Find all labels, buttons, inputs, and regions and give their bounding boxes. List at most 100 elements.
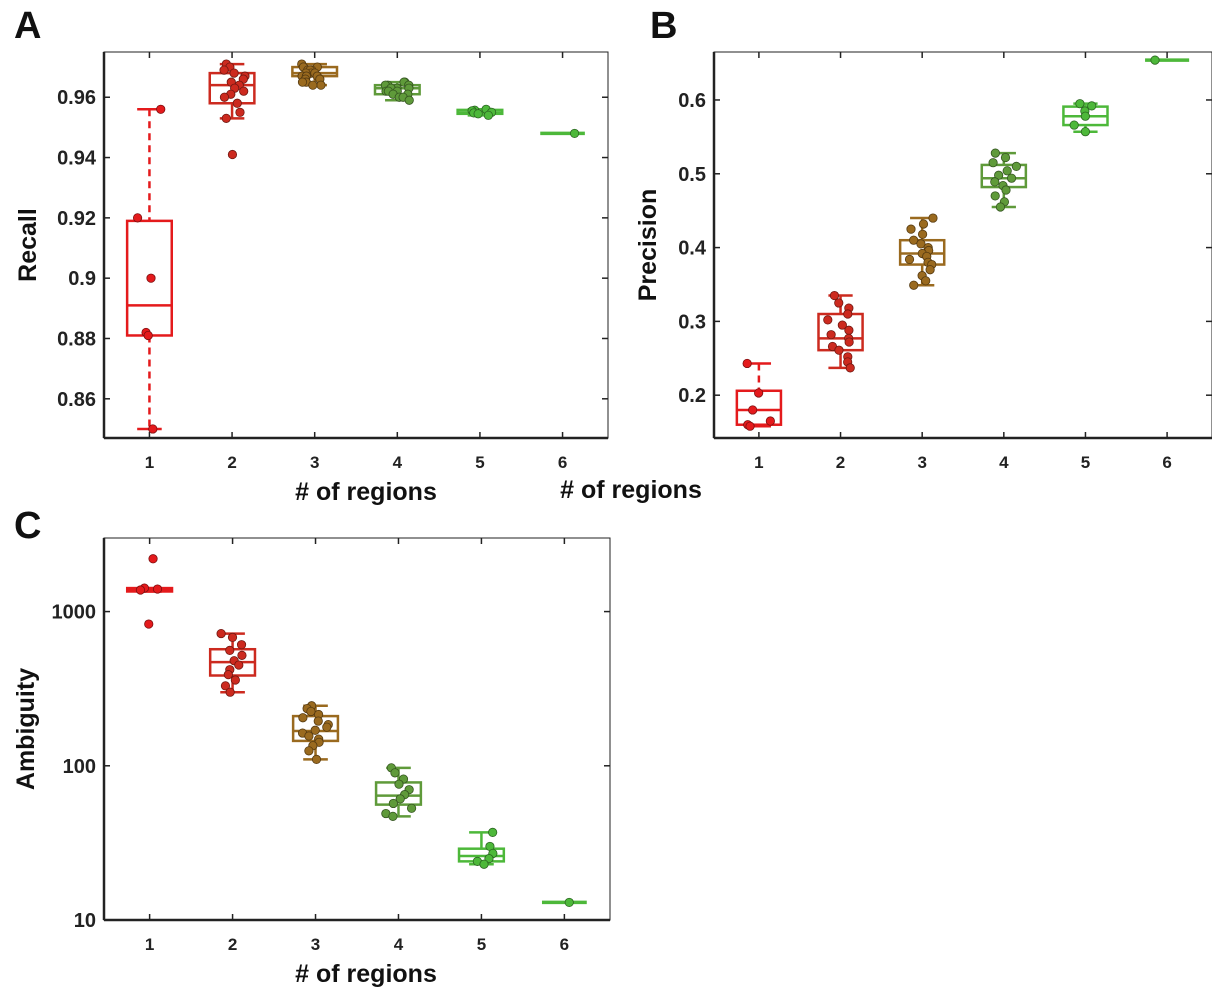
data-point (569, 128, 580, 139)
data-point (843, 309, 853, 319)
panel-a-y-tick-label: 0.92 (57, 208, 96, 230)
data-point (148, 554, 158, 564)
panel-c-box-5 (457, 827, 506, 869)
data-point (146, 273, 156, 283)
panel-b-box-1 (735, 358, 783, 431)
data-point (225, 645, 235, 656)
data-point (322, 722, 332, 732)
panel-a-box-3 (291, 59, 339, 90)
data-point (227, 149, 238, 160)
panel-c-y-tick-label: 100 (63, 756, 96, 778)
data-point (844, 325, 854, 335)
data-point (1001, 185, 1011, 195)
panel-c-x-tick-label: 5 (477, 935, 486, 954)
data-point (1080, 127, 1090, 137)
data-point (236, 640, 247, 650)
panel-a-box-6 (540, 128, 585, 139)
panel-b-letter: B (650, 5, 677, 47)
data-point (390, 768, 400, 778)
data-point (823, 315, 833, 325)
panel-a-x-tick-label: 2 (227, 453, 236, 472)
data-point (235, 107, 245, 117)
data-point (844, 337, 854, 347)
panel-b-x-tick-label: 3 (917, 453, 926, 472)
data-point (143, 330, 153, 341)
data-point (298, 713, 308, 723)
data-point (921, 276, 931, 286)
panel-a-box-4 (373, 77, 421, 105)
data-point (395, 794, 405, 804)
panel-a-box-5 (456, 104, 504, 120)
data-point (132, 213, 143, 223)
data-point (564, 897, 574, 908)
data-point (388, 811, 398, 821)
data-point (488, 827, 498, 837)
panel-b-x-axis-label: # of regions (560, 476, 702, 504)
panel-c-letter: C (14, 505, 41, 547)
data-point (909, 235, 919, 245)
data-point (237, 650, 247, 660)
panel-b-plot-frame (713, 51, 1212, 439)
data-point (1087, 101, 1097, 111)
panel-c-x-axis-label: # of regions (295, 960, 437, 988)
data-point (928, 213, 938, 223)
data-point (152, 584, 163, 594)
data-point (221, 113, 231, 123)
panel-c: C 10 100 1000 1 2 3 4 5 6 # of regions Ambiguity (12, 505, 611, 988)
panel-a-plot-frame (103, 51, 609, 439)
panel-b-y-tick-label: 0.2 (678, 385, 706, 407)
data-point (483, 110, 493, 120)
panel-a-x-tick-label: 6 (558, 453, 567, 472)
panel-c-plot-frame (103, 537, 611, 921)
data-point (837, 320, 847, 330)
panel-b-x-tick-label: 5 (1081, 453, 1090, 472)
panel-a: A 0.86 0.88 0.9 0.92 0.94 0.96 1 2 3 4 5 6 # of regio… (14, 5, 609, 506)
data-point (918, 219, 929, 229)
panel-a-y-tick-label: 0.9 (68, 268, 96, 290)
panel-c-box-3 (291, 701, 340, 765)
panel-c-x-tick-label: 6 (560, 935, 569, 954)
data-point (834, 298, 844, 308)
panel-b-y-tick-label: 0.6 (678, 90, 706, 112)
data-point (148, 424, 158, 434)
data-point (156, 104, 166, 114)
data-point (1011, 161, 1021, 171)
data-point (223, 670, 233, 680)
panel-b-x-tick-label: 6 (1162, 453, 1171, 472)
panel-b-y-axis-label: Precision (634, 189, 662, 302)
panel-c-y-axis-label: Ambiguity (12, 668, 40, 790)
data-point (1002, 166, 1012, 176)
panel-c-y-tick-label: 1000 (52, 602, 97, 624)
panel-b-y-tick-label: 0.5 (678, 164, 706, 186)
panel-b-box-4 (980, 148, 1028, 212)
data-point (845, 363, 855, 373)
panel-b-y-tick-label: 0.3 (678, 311, 706, 333)
data-point (904, 254, 915, 264)
panel-a-box-1 (125, 104, 174, 434)
data-point (1006, 173, 1017, 183)
data-point (754, 388, 764, 398)
data-point (311, 754, 322, 765)
panel-c-box-2 (208, 628, 257, 697)
data-point (219, 92, 230, 102)
data-point (306, 706, 316, 717)
data-point (990, 177, 1000, 187)
data-point (316, 80, 326, 90)
data-point (234, 660, 244, 670)
data-point (990, 148, 1000, 158)
data-point (834, 345, 844, 355)
panel-c-box-1 (125, 554, 174, 629)
data-point (473, 109, 483, 119)
panel-a-y-axis-label: Recall (14, 208, 42, 282)
panel-b-box-5 (1062, 99, 1109, 137)
data-point (227, 632, 238, 643)
panel-a-y-tick-label: 0.86 (57, 389, 96, 411)
panel-b-box-2 (817, 290, 864, 373)
data-point (995, 202, 1006, 212)
data-point (916, 239, 926, 249)
data-point (742, 358, 752, 369)
panel-b: B 0.2 0.3 0.4 0.5 0.6 1 2 3 4 5 6 # of regions Precis… (560, 5, 1212, 504)
panel-c-box-6 (541, 897, 587, 908)
panel-b-x-tick-label: 2 (836, 453, 845, 472)
data-point (479, 859, 489, 869)
